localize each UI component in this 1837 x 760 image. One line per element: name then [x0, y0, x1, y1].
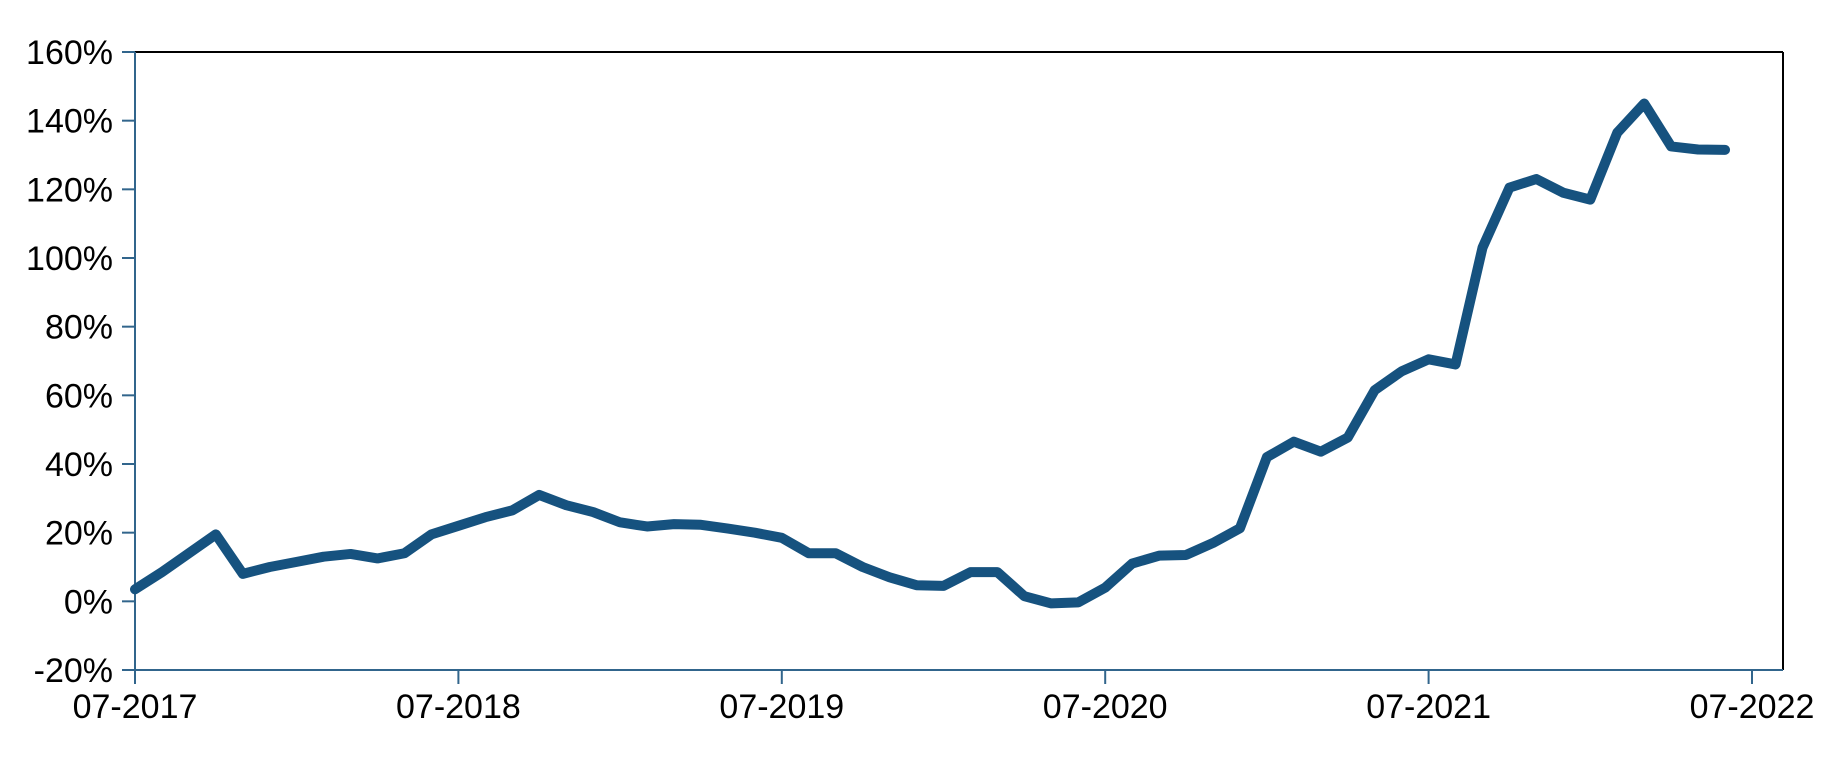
- axis-lines: [134, 52, 1783, 671]
- y-tick-label: 40%: [45, 446, 113, 484]
- y-tick-label: 160%: [26, 34, 113, 72]
- y-tick-label: 60%: [45, 377, 113, 415]
- data-series: [130, 98, 1731, 609]
- x-tick-label: 07-2020: [1043, 688, 1168, 726]
- y-axis-ticks: [122, 51, 135, 671]
- x-axis-ticks: [134, 670, 1753, 684]
- y-tick-label: 0%: [64, 583, 113, 621]
- x-axis-labels: 07-2017 07-2018 07-2019 07-2020 07-2021 07-20…: [73, 688, 1815, 726]
- plot-border: [135, 51, 1784, 670]
- x-tick-label: 07-2021: [1366, 688, 1491, 726]
- x-tick-label: 07-2019: [719, 688, 844, 726]
- x-tick-label: 07-2022: [1690, 688, 1815, 726]
- y-tick-label: 100%: [26, 240, 113, 278]
- y-tick-label: 140%: [26, 103, 113, 141]
- y-axis-labels: 160% 140% 120% 100% 80% 60% 40% 20% 0% -20%: [26, 34, 113, 690]
- x-tick-label: 07-2017: [73, 688, 198, 726]
- y-tick-label: 20%: [45, 515, 113, 553]
- y-tick-label: -20%: [34, 652, 113, 690]
- data-line-percent-change: [130, 98, 1731, 609]
- y-tick-label: 80%: [45, 309, 113, 347]
- x-tick-label: 07-2018: [396, 688, 521, 726]
- y-tick-label: 120%: [26, 171, 113, 209]
